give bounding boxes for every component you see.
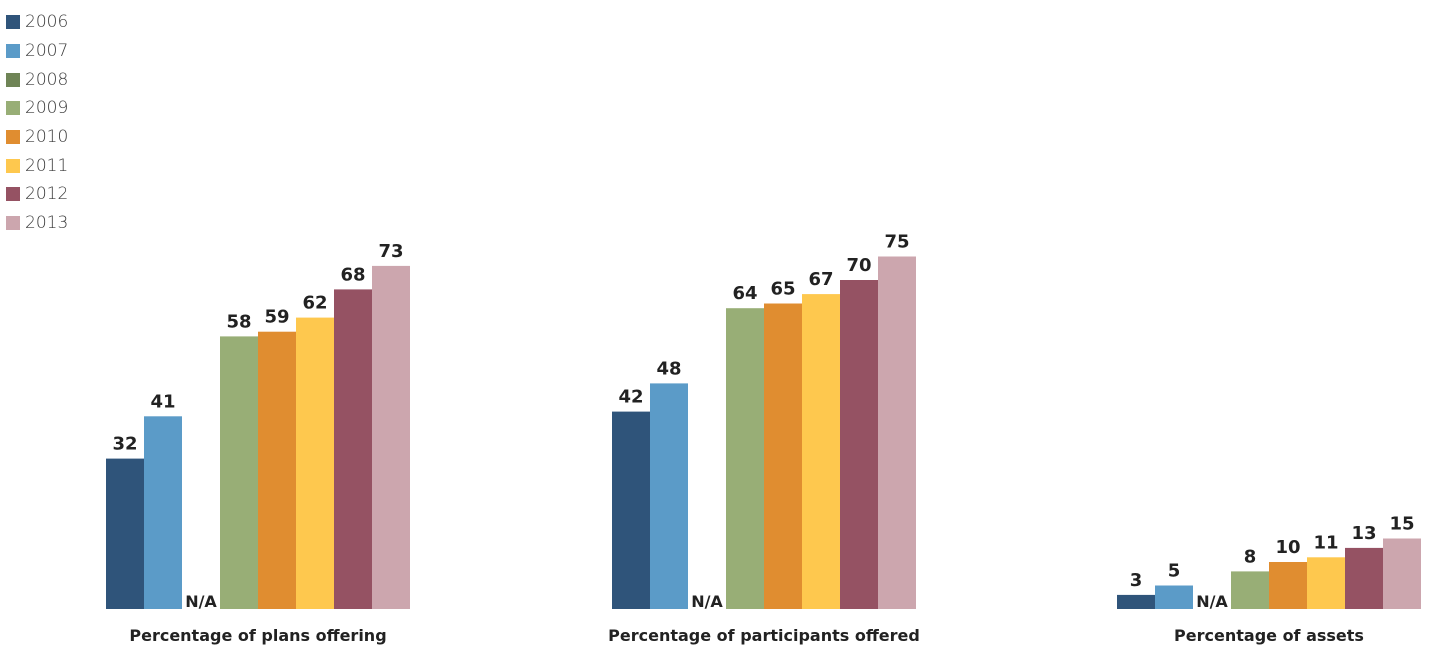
bar-value-label: 15 [1389,514,1414,535]
bar-value-label: 41 [150,391,175,412]
bar-2010 [258,331,296,609]
legend-swatch [6,130,20,145]
bar-value-label: 73 [378,241,403,262]
bar-value-label: 59 [264,307,289,328]
bar-2010 [764,303,802,609]
category-label: Percentage of plans offering [129,626,386,645]
bar-value-label: 42 [618,387,643,408]
bar-value-label: 70 [846,255,871,276]
legend-swatch [6,158,20,173]
category-labels-layer: Percentage of plans offering Percentage o… [129,626,1364,645]
legend-label: 2010 [25,127,69,148]
bar-2011 [802,294,840,609]
chart-legend: 2006 2007 2008 2009 2010 2011 2012 2013 [6,8,68,238]
legend-item-2012: 2012 [6,180,68,209]
category-label: Percentage of assets [1174,626,1364,645]
bar-2006 [612,411,650,609]
bar-2011 [1307,557,1345,609]
na-label: N/A [691,592,723,611]
legend-label: 2013 [25,213,69,234]
bar-2011 [296,317,334,609]
legend-item-2009: 2009 [6,94,68,123]
bar-value-label: 75 [884,232,909,253]
legend-item-2007: 2007 [6,37,68,66]
value-labels-layer: 32 41 N/A 58 59 62 68 73 42 48 N/A 64 65 67 70 75 3 5 N/A 8… [112,232,1414,612]
bar-value-label: 10 [1275,537,1300,558]
legend-item-2008: 2008 [6,65,68,94]
legend-item-2013: 2013 [6,209,68,238]
bar-2009 [1231,571,1269,609]
bar-2007 [650,383,688,609]
legend-label: 2009 [25,98,69,119]
legend-label: 2011 [25,155,69,176]
bar-value-label: 58 [226,311,251,332]
bar-2013 [878,256,916,609]
bar-value-label: 32 [112,434,137,455]
bar-2006 [1117,594,1155,609]
bars-layer [106,256,1421,609]
category-label: Percentage of participants offered [608,626,920,645]
bar-value-label: 5 [1168,561,1181,582]
bar-value-label: 68 [340,264,365,285]
legend-item-2006: 2006 [6,8,68,37]
bar-value-label: 13 [1351,523,1376,544]
legend-swatch [6,44,20,59]
legend-swatch [6,15,20,30]
legend-swatch [6,216,20,231]
bar-value-label: 65 [770,279,795,300]
bar-2013 [1383,538,1421,609]
legend-swatch [6,72,20,87]
bar-value-label: 8 [1244,546,1257,567]
bar-2007 [1155,585,1193,609]
legend-label: 2006 [25,12,69,33]
legend-swatch [6,187,20,202]
bar-2012 [840,280,878,609]
legend-label: 2008 [25,69,69,90]
legend-swatch [6,101,20,116]
bar-2012 [1345,547,1383,609]
bar-2007 [144,416,182,609]
bar-2010 [1269,562,1307,609]
bar-2013 [372,265,410,609]
bar-value-label: 64 [732,283,757,304]
na-label: N/A [1196,592,1228,611]
bar-value-label: 62 [302,293,327,314]
bar-2012 [334,289,372,609]
bar-value-label: 67 [808,269,833,290]
legend-label: 2007 [25,41,69,62]
legend-item-2011: 2011 [6,151,68,180]
bar-value-label: 11 [1313,532,1338,553]
bar-2009 [726,308,764,609]
bar-2006 [106,458,144,609]
bar-2009 [220,336,258,609]
legend-label: 2012 [25,184,69,205]
bar-value-label: 48 [656,358,681,379]
legend-item-2010: 2010 [6,123,68,152]
bar-value-label: 3 [1130,570,1143,591]
na-label: N/A [185,592,217,611]
